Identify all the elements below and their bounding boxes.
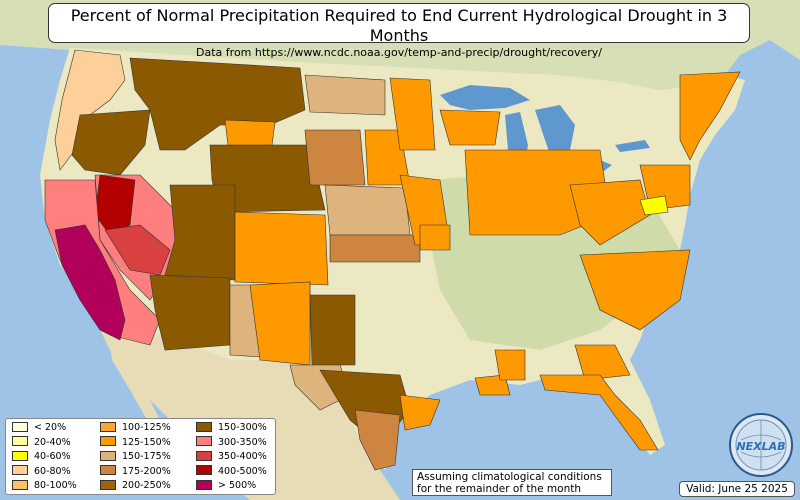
legend-swatch: [196, 421, 212, 432]
legend-swatch: [12, 421, 28, 432]
legend-item: 60-80%: [12, 465, 71, 478]
legend-label: 150-300%: [218, 422, 267, 433]
legend-label: 60-80%: [34, 465, 71, 477]
footnote-line-2: for the remainder of the month: [417, 483, 582, 495]
legend: < 20% 20-40% 40-60% 60-80% 80-100% 100-125% 12…: [5, 418, 276, 495]
region-mississippi-orange: [494, 349, 526, 381]
legend-label: 20-40%: [34, 436, 71, 448]
region-minnesota-orange: [389, 77, 436, 151]
mexico-land: [100, 330, 400, 500]
legend-swatch: [196, 436, 212, 446]
legend-item: 125-150%: [100, 436, 171, 449]
legend-label: 300-350%: [218, 436, 267, 448]
legend-item: 400-500%: [196, 465, 267, 478]
region-texas-coast: [354, 409, 401, 471]
region-colorado-orange: [234, 211, 329, 286]
legend-item: > 500%: [196, 479, 257, 492]
region-georgia-orange: [574, 344, 631, 381]
legend-swatch: [196, 465, 212, 475]
legend-item: 350-400%: [196, 450, 267, 463]
legend-swatch: [196, 450, 212, 461]
map-subtitle: Data from https://www.ncdc.noaa.gov/temp…: [196, 46, 602, 59]
legend-item: 100-125%: [100, 421, 171, 434]
region-maryland-yellow: [639, 195, 669, 216]
region-montana-orange: [224, 119, 276, 146]
legend-item: 80-100%: [12, 479, 77, 492]
legend-label: 400-500%: [218, 465, 267, 477]
region-idaho-montana: [129, 57, 306, 151]
lake-ontario: [615, 140, 650, 152]
legend-swatch: [12, 436, 28, 446]
legend-label: 150-175%: [122, 451, 171, 462]
title-box: Percent of Normal Precipitation Required…: [48, 3, 750, 59]
legend-swatch: [12, 450, 28, 461]
region-oklahoma-orange: [419, 224, 451, 251]
baja-land: [108, 335, 165, 430]
legend-label: 80-100%: [34, 480, 77, 491]
region-kansas-tan: [324, 184, 411, 236]
legend-label: 40-60%: [34, 451, 71, 462]
legend-item: 175-200%: [100, 465, 171, 478]
legend-swatch: [100, 465, 116, 475]
legend-swatch: [12, 465, 28, 475]
legend-label: < 20%: [34, 422, 67, 433]
region-utah-arizona: [164, 184, 236, 281]
legend-item: 150-175%: [100, 450, 171, 463]
legend-swatch: [196, 479, 212, 490]
legend-label: 200-250%: [122, 480, 171, 491]
region-dakotas-tan: [304, 74, 386, 116]
legend-item: 300-350%: [196, 436, 267, 449]
valid-date: Valid: June 25 2025: [679, 481, 795, 497]
legend-label: > 500%: [218, 480, 257, 491]
region-arizona-south: [149, 274, 231, 351]
lake-huron: [535, 105, 575, 160]
region-newmexico-orange: [249, 281, 311, 366]
legend-item: 200-250%: [100, 479, 171, 492]
region-appalachia-orange: [569, 179, 651, 246]
region-wyoming: [209, 144, 326, 213]
region-nevada-red: [104, 224, 171, 276]
legend-item: 20-40%: [12, 436, 71, 449]
map-title: Percent of Normal Precipitation Required…: [70, 6, 728, 45]
region-carolinas-orange: [579, 249, 691, 331]
legend-label: 350-400%: [218, 451, 267, 462]
legend-item: 40-60%: [12, 450, 71, 463]
legend-label: 125-150%: [122, 436, 171, 448]
nexlab-logo: NEXLAB: [728, 412, 794, 478]
region-california-magenta: [54, 224, 126, 341]
legend-swatch: [12, 479, 28, 490]
legend-label: 175-200%: [122, 465, 171, 477]
legend-swatch: [100, 479, 116, 490]
svg-text:NEXLAB: NEXLAB: [736, 440, 785, 453]
legend-swatch: [100, 436, 116, 446]
region-new-england-orange: [679, 71, 741, 161]
region-houston-orange: [399, 394, 441, 431]
lake-superior: [440, 85, 530, 110]
region-west-texas-brown: [309, 294, 356, 366]
legend-item: 150-300%: [196, 421, 267, 434]
region-florida-orange: [539, 374, 659, 451]
legend-item: < 20%: [12, 421, 67, 434]
footnote-line-1: Assuming climatological conditions: [417, 471, 602, 483]
region-nebraska-brown: [304, 129, 366, 186]
region-wisconsin-orange: [439, 109, 501, 146]
legend-swatch: [100, 450, 116, 461]
legend-swatch: [100, 421, 116, 432]
footnote-box: Assuming climatological conditions for t…: [412, 469, 612, 496]
region-kansas-brown: [329, 234, 421, 263]
legend-label: 100-125%: [122, 422, 171, 433]
